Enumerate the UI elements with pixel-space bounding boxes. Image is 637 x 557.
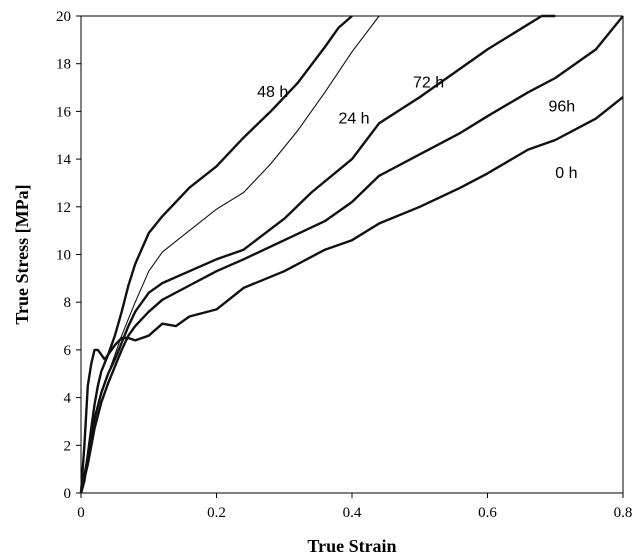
- y-tick-label: 8: [64, 295, 72, 311]
- series-label: 72 h: [413, 75, 444, 92]
- x-tick-label: 0.6: [478, 505, 497, 521]
- series-label: 96h: [548, 98, 575, 115]
- series-lines: [79, 14, 624, 494]
- x-axis-title: True Strain: [307, 536, 396, 556]
- y-tick-label: 18: [56, 57, 71, 73]
- series-line-0h: [79, 96, 624, 494]
- y-ticks: 0 2 4 6 8 10 12 14 16 18 20: [56, 9, 81, 502]
- plot-area: 0 0.2 0.4 0.6 0.8 0 2 4 6 8 10 12 14 16 18 20 48 h 24 h…: [56, 9, 632, 521]
- y-tick-label: 20: [56, 9, 71, 25]
- series-label: 48 h: [257, 84, 288, 101]
- series-line-48h: [79, 15, 353, 494]
- y-tick-label: 6: [64, 343, 72, 359]
- x-tick-label: 0.8: [614, 505, 633, 521]
- y-tick-label: 16: [56, 104, 72, 120]
- y-tick-label: 2: [64, 438, 72, 454]
- y-tick-label: 0: [64, 486, 72, 502]
- x-tick-label: 0.2: [207, 505, 226, 521]
- y-tick-label: 10: [56, 248, 71, 264]
- y-axis-title: True Stress [MPa]: [12, 184, 32, 324]
- y-tick-label: 4: [64, 391, 72, 407]
- series-label: 24 h: [338, 110, 369, 127]
- y-tick-label: 14: [56, 152, 72, 168]
- series-labels: 48 h 24 h 72 h 96h 0 h: [257, 75, 577, 183]
- series-line-96h: [79, 15, 624, 494]
- x-ticks: 0 0.2 0.4 0.6 0.8: [77, 493, 632, 521]
- series-line-24h: [80, 15, 380, 494]
- series-label: 0 h: [555, 165, 577, 182]
- y-tick-label: 12: [56, 200, 71, 216]
- x-tick-label: 0: [77, 505, 85, 521]
- x-tick-label: 0.4: [343, 505, 362, 521]
